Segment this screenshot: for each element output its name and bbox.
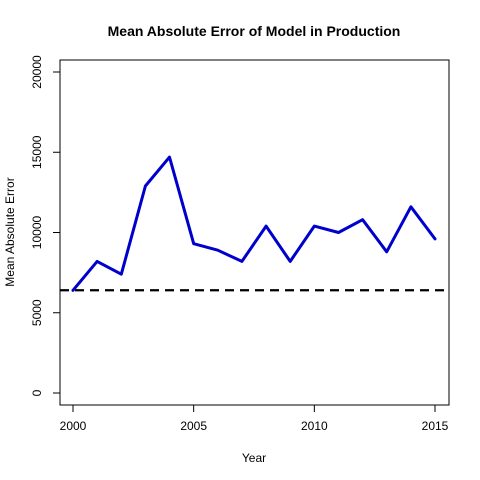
y-axis: 0 5000 10000 15000 20000: [30, 55, 60, 396]
x-tick-label: 2000: [60, 419, 87, 433]
plot-frame: [59, 59, 450, 406]
y-tick-label: 20000: [30, 55, 44, 89]
x-tick-label: 2005: [180, 419, 207, 433]
x-tick-label: 2015: [422, 419, 449, 433]
x-axis-label: Year: [242, 451, 266, 465]
y-axis-label: Mean Absolute Error: [3, 177, 17, 286]
x-tick-label: 2010: [301, 419, 328, 433]
y-tick-label: 15000: [30, 135, 44, 169]
x-axis: 2000 2005 2010 2015: [60, 405, 449, 433]
y-tick-label: 0: [30, 389, 44, 396]
chart-title: Mean Absolute Error of Model in Producti…: [108, 23, 401, 39]
y-tick-label: 5000: [30, 299, 44, 326]
series-line: [71, 155, 437, 292]
y-tick-label: 10000: [30, 215, 44, 249]
